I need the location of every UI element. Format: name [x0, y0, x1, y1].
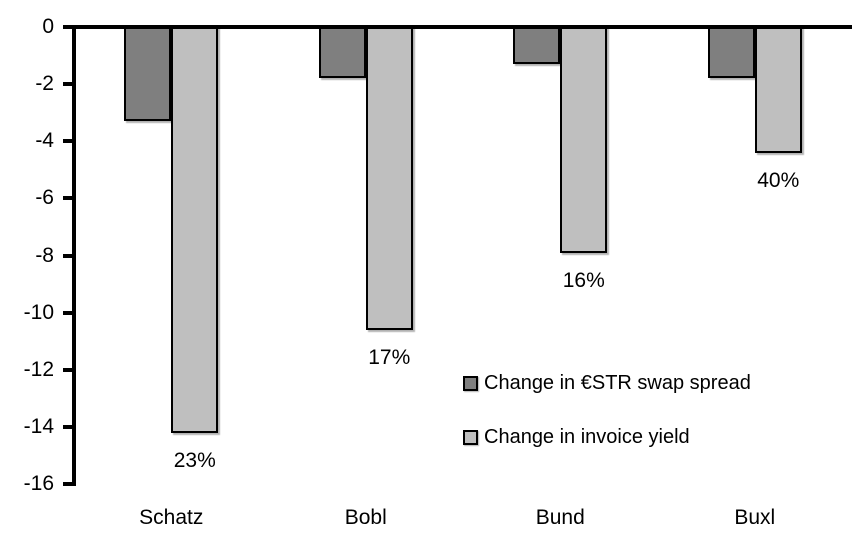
- legend-label-invoice-yield: Change in invoice yield: [484, 425, 690, 448]
- bar-buxl-series-0: [707, 26, 755, 79]
- y-axis-line: [72, 25, 76, 486]
- y-axis-tick: [63, 253, 72, 258]
- y-axis-tick-label: -12: [23, 357, 54, 381]
- y-axis-tick-label: -8: [35, 243, 54, 267]
- y-axis-tick-label: -6: [35, 186, 54, 210]
- y-axis-tick: [63, 482, 72, 486]
- y-axis-tick-label: -16: [23, 472, 54, 495]
- bar-schatz-series-1: [171, 26, 219, 433]
- y-axis-tick: [63, 310, 72, 315]
- bar-buxl-series-1: [754, 26, 802, 153]
- bar-bobl-series-0: [318, 26, 366, 79]
- x-axis-label-bund: Bund: [535, 506, 585, 529]
- bar-bund-series-0: [513, 26, 561, 65]
- bar-bund-series-1: [560, 26, 608, 253]
- bar-value-label: 17%: [368, 345, 411, 369]
- legend-item-swap-spread: Change in €STR swap spread: [463, 369, 751, 397]
- x-axis-label-bobl: Bobl: [344, 506, 387, 529]
- y-axis-tick-label: -10: [23, 300, 54, 324]
- x-axis-label-schatz: Schatz: [139, 506, 204, 529]
- bar-bobl-series-1: [365, 26, 413, 330]
- legend-item-invoice-yield: Change in invoice yield: [463, 423, 751, 451]
- legend-marker-swap-spread-icon: [463, 375, 478, 391]
- y-axis-tick: [63, 139, 72, 144]
- legend-marker-invoice-yield-icon: [463, 429, 478, 445]
- bar-schatz-series-0: [124, 26, 172, 122]
- y-axis-tick-label: -2: [35, 72, 54, 96]
- bar-value-label: 40%: [757, 168, 800, 192]
- legend: Change in €STR swap spread Change in inv…: [463, 369, 751, 451]
- bar-value-label: 16%: [562, 268, 605, 292]
- x-axis-zero-line: [64, 25, 852, 29]
- y-axis-tick-label: -4: [35, 129, 54, 153]
- y-axis-tick: [63, 196, 72, 201]
- y-axis-tick: [63, 424, 72, 429]
- y-axis-tick: [63, 367, 72, 372]
- y-axis-tick-label: -14: [23, 414, 54, 438]
- x-axis-label-buxl: Buxl: [734, 506, 776, 529]
- y-axis-tick: [63, 82, 72, 87]
- legend-label-swap-spread: Change in €STR swap spread: [484, 371, 751, 394]
- bar-value-label: 23%: [173, 448, 216, 472]
- y-axis-tick-label: 0: [42, 15, 54, 38]
